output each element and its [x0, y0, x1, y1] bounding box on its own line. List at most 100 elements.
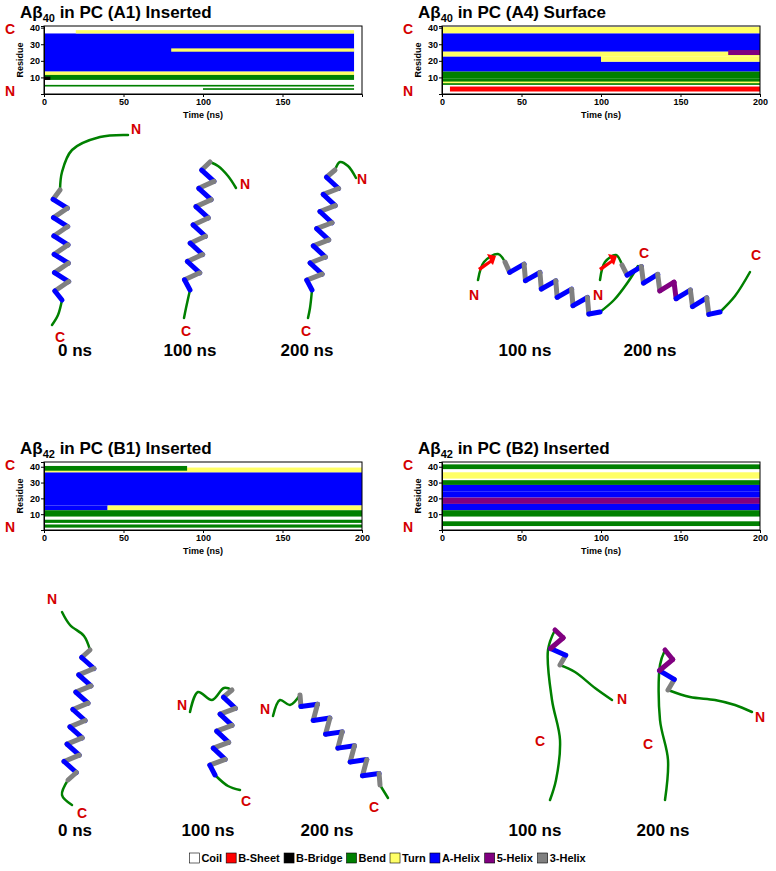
plot-background [442, 26, 760, 94]
snapshot-n-label: N [240, 176, 250, 192]
x-tick-label: 150 [275, 97, 290, 107]
y-tick: 10 [428, 73, 442, 83]
x-tick-label: 0 [440, 533, 445, 543]
snapshot-n-label: N [593, 287, 603, 303]
n-terminus-label: N [5, 519, 15, 535]
coil [335, 162, 356, 178]
c-terminus-label: C [5, 21, 15, 37]
structure-cell [44, 466, 187, 471]
structure-cell [442, 510, 760, 516]
x-tick: 0 [440, 94, 445, 107]
plot-frame [442, 26, 760, 94]
x-tick: 50 [517, 530, 527, 543]
structure-cell [44, 505, 108, 510]
x-tick-label: 50 [517, 533, 527, 543]
y-axis-title: Residue [15, 478, 25, 513]
y-tick-mark [439, 61, 442, 62]
snapshot: NC100 ns [164, 162, 251, 360]
cells [442, 464, 760, 526]
structure-cell [442, 480, 760, 485]
helix-ribbon [307, 170, 339, 290]
x-tick: 200 [355, 530, 370, 543]
snapshot-n-label: N [177, 697, 187, 713]
legend-item: 3-Helix [538, 852, 587, 864]
n-terminus-label: N [403, 519, 413, 535]
helix-ribbon [551, 630, 566, 665]
y-axis-title: Residue [15, 42, 25, 77]
x-tick-label: 150 [673, 97, 688, 107]
structure-cell [442, 498, 760, 504]
panel-title: Aβ40 in PC (A1) Inserted [20, 3, 212, 24]
x-tick-label: 200 [355, 533, 370, 543]
legend-label: Turn [402, 852, 426, 864]
legend-swatch [189, 853, 199, 863]
x-tick-label: 200 [753, 97, 768, 107]
structure-cell [442, 485, 760, 491]
structure-cell [44, 472, 362, 505]
x-tick-label: 100 [594, 533, 609, 543]
y-tick-mark [41, 61, 44, 62]
snapshot-c-label: C [643, 736, 653, 752]
y-axis-line [439, 27, 443, 95]
x-tick: 100 [196, 94, 211, 107]
legend-item: A-Helix [430, 852, 481, 864]
snapshot-time-label: 200 ns [624, 341, 677, 360]
y-tick: 10 [428, 510, 442, 520]
x-tick-label: 100 [196, 533, 211, 543]
n-terminus-label: N [403, 83, 413, 99]
y-tick: 40 [30, 462, 44, 472]
helix-ribbon [53, 190, 68, 300]
helix-segment [709, 312, 720, 314]
structure-cell [442, 57, 601, 72]
y-tick-label: 40 [428, 462, 438, 472]
y-tick-mark [439, 498, 442, 499]
y-tick-mark [41, 44, 44, 45]
x-tick-label: 0 [440, 97, 445, 107]
x-tick: 200 [753, 530, 768, 543]
snapshot-time-label: 100 ns [509, 821, 562, 840]
snapshot-time-label: 200 ns [301, 821, 354, 840]
helix-segment [665, 650, 673, 659]
y-tick-label: 20 [30, 494, 40, 504]
x-tick-label: 200 [753, 533, 768, 543]
x-tick: 0 [440, 530, 445, 543]
y-tick-mark [41, 467, 44, 468]
x-axis: 050100150200 [42, 530, 370, 543]
y-tick: 10 [30, 510, 44, 520]
snapshot: N C 200 ns [637, 650, 766, 840]
y-axis-line [41, 27, 45, 95]
snapshot-time-label: 200 ns [637, 821, 690, 840]
snapshot-n-label: N [260, 701, 270, 717]
snapshot-time-label: 0 ns [58, 821, 92, 840]
x-axis: 050100150200 [440, 94, 768, 107]
x-tick-label: 0 [42, 97, 47, 107]
structure-cell [442, 82, 760, 84]
snapshot-n-label: N [617, 691, 627, 707]
y-tick: 20 [428, 494, 442, 504]
structure-cell [203, 88, 354, 90]
panel-title: Aβ42 in PC (B1) Inserted [20, 439, 212, 460]
helix-segment [377, 773, 383, 785]
snapshot-n-label: N [469, 287, 479, 303]
plot-background [44, 462, 362, 530]
snapshot-c-label: C [751, 247, 761, 263]
snapshot-time-label: 0 ns [58, 341, 92, 360]
y-tick: 40 [428, 462, 442, 472]
x-tick: 150 [673, 94, 688, 107]
helix-segment [185, 273, 200, 280]
coil [720, 272, 750, 312]
snapshot-c-label: C [369, 799, 379, 815]
structure-cell [76, 30, 354, 33]
snapshot-c-label: C [181, 323, 191, 339]
y-tick-mark [439, 28, 442, 29]
structure-cell [442, 52, 760, 57]
structure-cell [171, 48, 354, 51]
y-tick-label: 30 [30, 478, 40, 488]
helix-segment [55, 291, 62, 300]
helix-segment [555, 630, 563, 638]
y-tick: 20 [428, 56, 442, 66]
y-axis: 10203040 [428, 462, 443, 530]
snapshot-n-label: N [755, 709, 765, 725]
c-terminus-label: C [403, 457, 413, 473]
plot-frame [44, 462, 362, 530]
